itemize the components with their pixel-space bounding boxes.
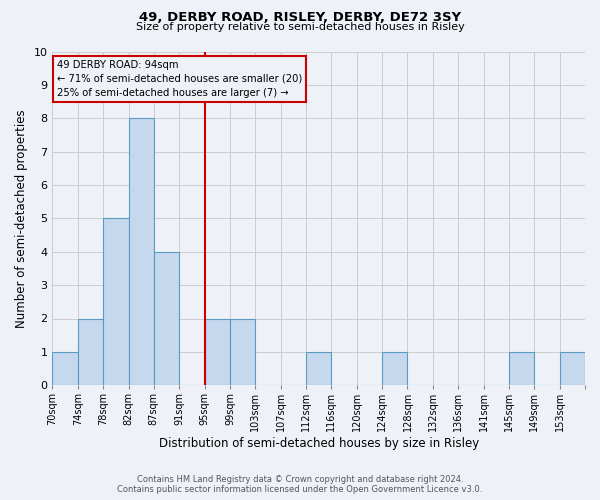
Bar [382, 352, 407, 385]
Bar [205, 318, 230, 385]
Bar [306, 352, 331, 385]
Bar [509, 352, 534, 385]
X-axis label: Distribution of semi-detached houses by size in Risley: Distribution of semi-detached houses by … [158, 437, 479, 450]
Bar [78, 318, 103, 385]
Bar [560, 352, 585, 385]
Bar [103, 218, 128, 385]
Bar [230, 318, 256, 385]
Y-axis label: Number of semi-detached properties: Number of semi-detached properties [15, 109, 28, 328]
Text: Contains HM Land Registry data © Crown copyright and database right 2024.
Contai: Contains HM Land Registry data © Crown c… [118, 474, 482, 494]
Bar [154, 252, 179, 385]
Text: Size of property relative to semi-detached houses in Risley: Size of property relative to semi-detach… [136, 22, 464, 32]
Text: 49, DERBY ROAD, RISLEY, DERBY, DE72 3SY: 49, DERBY ROAD, RISLEY, DERBY, DE72 3SY [139, 11, 461, 24]
Bar [128, 118, 154, 385]
Text: 49 DERBY ROAD: 94sqm
← 71% of semi-detached houses are smaller (20)
25% of semi-: 49 DERBY ROAD: 94sqm ← 71% of semi-detac… [57, 60, 302, 98]
Bar [52, 352, 78, 385]
